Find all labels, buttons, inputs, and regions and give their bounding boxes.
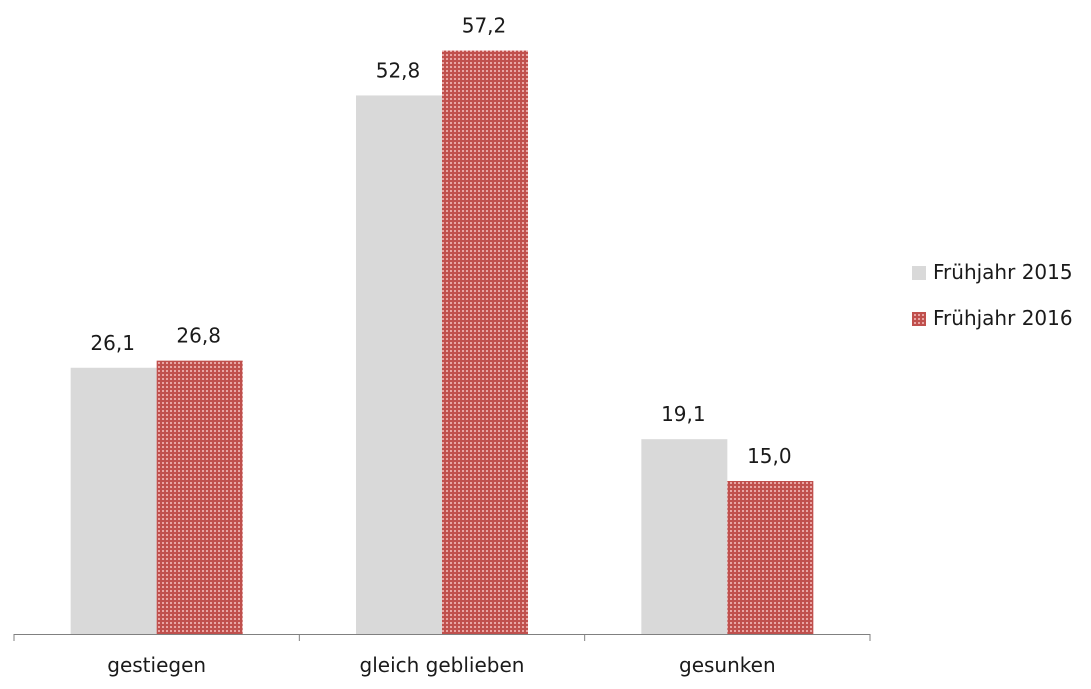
x-tick-label: gleich geblieben [360, 653, 525, 677]
bar-fruehjahr-2016-2 [727, 481, 814, 634]
legend-swatch [912, 312, 926, 326]
bar-fruehjahr-2016-1 [442, 50, 528, 635]
legend-swatch [912, 266, 926, 280]
data-label: 57,2 [462, 14, 507, 38]
x-tick-label: gestiegen [107, 653, 206, 677]
data-label: 26,1 [90, 331, 135, 355]
bar-fruehjahr-2016-0 [156, 360, 243, 634]
bar-fruehjahr-2015-0 [70, 367, 157, 634]
legend: Frühjahr 2015 Frühjahr 2016 [912, 260, 1073, 330]
bars-layer [70, 50, 814, 635]
data-label: 19,1 [661, 402, 706, 426]
legend-label: Frühjahr 2016 [933, 306, 1073, 330]
data-label: 26,8 [176, 324, 221, 348]
data-label: 15,0 [747, 444, 792, 468]
data-label: 52,8 [376, 58, 421, 82]
x-tick-label: gesunken [679, 653, 776, 677]
x-axis: gestiegen gleich geblieben gesunken [13, 634, 871, 677]
bar-fruehjahr-2015-2 [641, 439, 728, 634]
legend-label: Frühjahr 2015 [933, 260, 1073, 284]
data-labels-layer: 26,1 26,8 52,8 57,2 19,1 15,0 [90, 14, 791, 468]
bar-fruehjahr-2015-1 [356, 95, 442, 634]
